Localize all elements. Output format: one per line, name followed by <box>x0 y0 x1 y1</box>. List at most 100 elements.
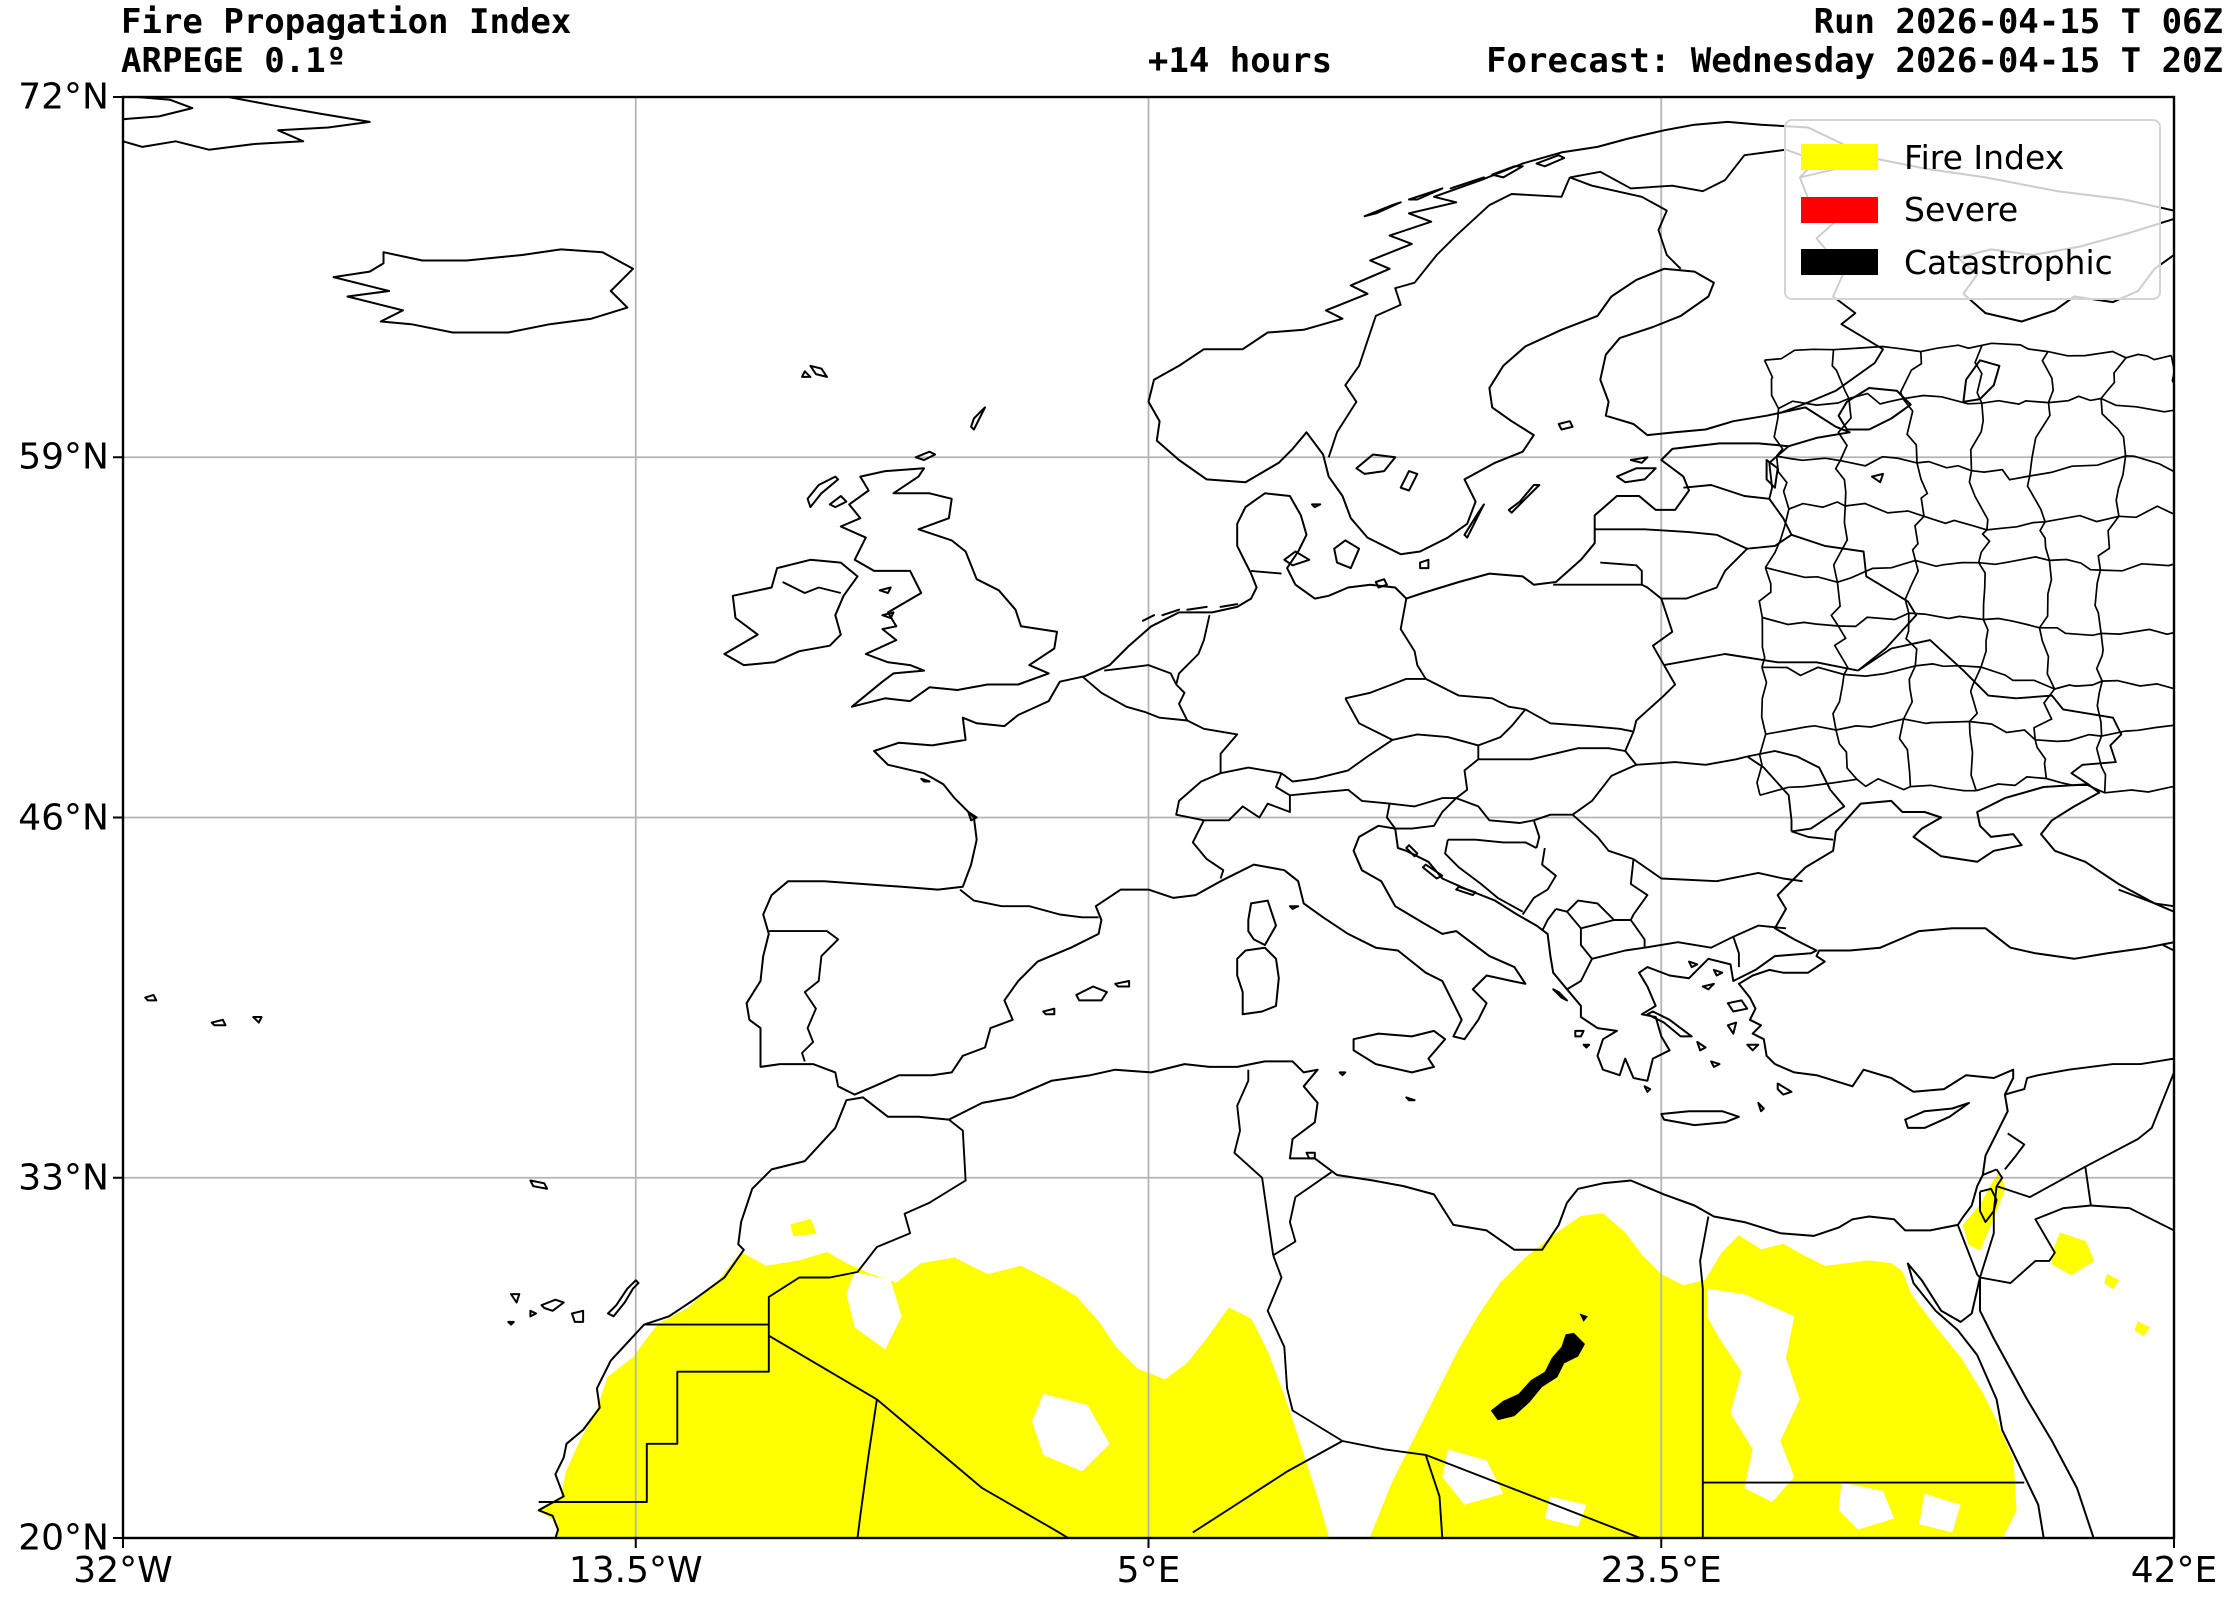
coastline-lake-vanern <box>1355 453 1397 475</box>
legend-row-catastrophic: Catastrophic <box>1786 246 2159 279</box>
lead-time-label: +14 hours <box>1147 41 1333 81</box>
gap-sudan-gap-1 <box>1838 1482 1895 1530</box>
legend-swatch-icon <box>1801 196 1878 223</box>
border-libya-niger <box>1342 1440 1426 1456</box>
border-tunisia-libya <box>1272 1171 1332 1257</box>
coastline-wadden-1 <box>1142 614 1155 622</box>
coastline-red-sea-arabian-sinai-shore <box>1906 1262 2095 1538</box>
coastline-menorca <box>1114 980 1131 988</box>
graticule-layer <box>123 97 2174 1538</box>
fire-region-nw-saudi-patch <box>2051 1232 2095 1276</box>
legend-swatch-icon <box>1801 144 1878 170</box>
coastline-aland <box>1557 420 1574 431</box>
border-greece-macedonia <box>1591 946 1645 960</box>
admin-border <box>1911 515 1925 561</box>
legend-label: Severe <box>1904 190 2019 229</box>
admin-border <box>1969 403 1985 471</box>
fire-region-east-sahara-belt <box>1369 1213 2017 1538</box>
admin-border <box>2177 409 2186 476</box>
admin-border <box>1830 582 1841 627</box>
gap-libya-gap-1 <box>1442 1449 1504 1505</box>
admin-border <box>1843 665 1916 677</box>
border-layer <box>538 148 2174 1538</box>
page-title: Fire Propagation Index <box>121 2 572 42</box>
coastline-azores-2 <box>210 1018 227 1027</box>
coastline-isle-of-man <box>878 586 892 594</box>
y-tick-label: 33°N <box>18 1157 109 1199</box>
coastline-lake-ladoga <box>1837 387 1912 431</box>
admin-border <box>1898 718 1912 787</box>
border-latvia-belarus <box>1747 534 1793 550</box>
border-spain-portugal <box>768 930 840 1062</box>
admin-border <box>2038 560 2053 629</box>
coastline-greenland-coast-1 <box>123 97 371 151</box>
border-croatia-slovenia <box>1395 797 1457 830</box>
admin-border <box>1763 359 1780 409</box>
border-moldova-ukraine <box>1747 750 1846 833</box>
admin-border <box>1832 674 1845 731</box>
admin-border <box>2029 455 2126 477</box>
fire-region-morocco-patch <box>790 1218 817 1237</box>
border-lithuania-belarus <box>1661 548 1748 600</box>
admin-border <box>2181 476 2188 505</box>
admin-border <box>1899 351 1923 399</box>
border-bosnia-croatia-south <box>1444 839 1524 913</box>
border-slovakia-ukraine <box>1624 731 1635 752</box>
border-latvia-lithuania <box>1594 528 1748 550</box>
border-france-italy <box>1191 819 1225 879</box>
coastline-samothrace <box>1712 968 1724 977</box>
admin-border <box>1916 462 1929 517</box>
coastline-greenland-coast-2 <box>123 97 194 121</box>
border-macedonia-kosovo-serbia <box>1580 919 1631 930</box>
admin-border <box>1920 344 1983 353</box>
coastline-wadden-4 <box>1219 603 1239 608</box>
coastline-crete <box>1660 1110 1740 1127</box>
coastline-turkey-levant-africa <box>537 927 2174 1538</box>
admin-border <box>1759 778 1858 797</box>
border-algeria-mali <box>876 1398 1069 1538</box>
admin-border <box>2102 679 2174 690</box>
admin-border <box>1923 515 1988 531</box>
admin-border <box>1764 348 1834 361</box>
admin-border <box>1983 617 2040 629</box>
admin-border <box>2049 558 2101 571</box>
admin-border <box>2048 395 2102 404</box>
coastline-canary-tenerife <box>540 1298 565 1312</box>
border-hungary-romania <box>1572 763 1637 816</box>
admin-border <box>2115 455 2127 517</box>
admin-border <box>2039 521 2051 561</box>
admin-border <box>2181 506 2191 561</box>
admin-border <box>1835 729 1858 780</box>
border-norway-sweden <box>1327 177 1571 458</box>
coastline-mallorca <box>1075 985 1108 1002</box>
border-belarus-russia <box>1791 533 1918 672</box>
border-sweden-finland <box>1569 176 1682 270</box>
admin-border <box>1915 559 1979 568</box>
coastline-orkney <box>914 450 937 461</box>
border-romania-moldova <box>1746 755 1793 832</box>
coastline-oland <box>1463 503 1485 539</box>
run-timestamp: Run 2026-04-15 T 06Z <box>1813 2 2223 42</box>
coastline-canary-la-palma <box>510 1293 521 1304</box>
admin-border <box>1975 776 2047 792</box>
admin-border <box>1905 613 1918 666</box>
coastline-pantelleria <box>1338 1071 1347 1077</box>
admin-border <box>1908 612 1984 621</box>
coastline-croatian-island-2 <box>1421 863 1444 880</box>
coastline-canary-gran-canaria <box>571 1309 585 1323</box>
admin-border <box>2047 350 2127 359</box>
admin-border <box>2095 633 2104 682</box>
coastline-lofoten-1 <box>1363 201 1402 218</box>
coastline-azores-1 <box>144 993 158 1002</box>
y-tick-label: 20°N <box>18 1517 109 1559</box>
border-slovakia-hungary <box>1478 747 1626 761</box>
admin-border <box>1856 777 1911 791</box>
coastline-sicily <box>1352 1029 1447 1074</box>
border-austria-slovenia <box>1389 797 1457 808</box>
border-syria-lebanon <box>2004 1132 2026 1170</box>
border-romania-serbia <box>1571 813 1634 861</box>
admin-border <box>2100 397 2174 413</box>
border-libya-chad <box>1425 1454 1643 1538</box>
x-tick-label: 42°E <box>2130 1550 2218 1591</box>
